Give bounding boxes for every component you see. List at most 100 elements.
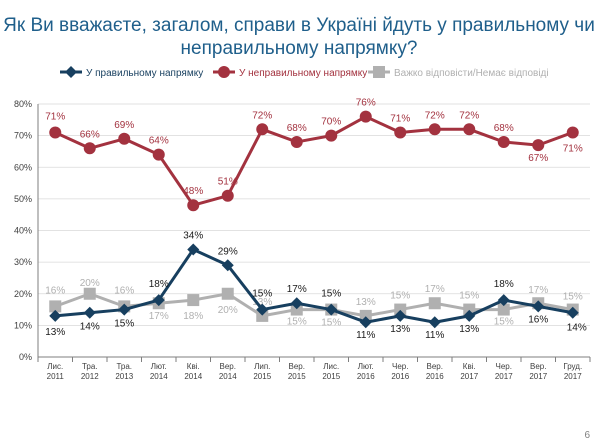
x-tick-label: Лют. — [358, 362, 374, 371]
x-tick-label: 2015 — [288, 372, 306, 381]
y-tick-label: 80% — [14, 99, 32, 109]
data-point — [221, 287, 234, 300]
data-point — [566, 306, 579, 319]
data-label: 16% — [114, 285, 134, 296]
data-label: 17% — [149, 311, 169, 322]
data-point — [428, 297, 441, 310]
data-label: 66% — [80, 129, 100, 140]
x-tick-label: 2016 — [426, 372, 444, 381]
x-tick-label: 2017 — [495, 372, 513, 381]
data-point — [566, 126, 579, 139]
data-point — [463, 303, 476, 316]
data-point — [83, 142, 96, 155]
data-point — [532, 300, 545, 313]
y-tick-label: 50% — [14, 194, 32, 204]
data-label: 15% — [252, 289, 272, 300]
data-label: 13% — [45, 327, 65, 338]
data-point — [118, 303, 131, 316]
data-label: 72% — [252, 110, 272, 121]
data-label: 71% — [563, 143, 583, 154]
x-tick-label: Вер. — [427, 362, 443, 371]
data-label: 13% — [459, 324, 479, 335]
data-label: 15% — [321, 318, 341, 329]
data-label: 68% — [287, 123, 307, 134]
data-label: 18% — [183, 311, 203, 322]
x-tick-label: Вер. — [289, 362, 305, 371]
data-label: 13% — [252, 297, 272, 308]
y-tick-label: 40% — [14, 226, 32, 236]
data-point — [49, 126, 62, 139]
legend-label: У правильному напрямку — [86, 68, 203, 79]
x-tick-label: 2016 — [357, 372, 375, 381]
x-tick-label: Кві. — [463, 362, 476, 371]
y-tick-label: 10% — [14, 320, 32, 330]
data-label: 48% — [183, 186, 203, 197]
data-label: 15% — [459, 291, 479, 302]
data-point — [83, 306, 96, 319]
y-tick-label: 30% — [14, 257, 32, 267]
data-label: 69% — [114, 120, 134, 131]
data-label: 71% — [390, 113, 410, 124]
data-point — [152, 148, 165, 161]
data-label: 29% — [218, 246, 238, 257]
data-label: 64% — [149, 136, 169, 147]
data-point — [118, 132, 131, 145]
data-point — [497, 135, 510, 148]
legend-label: У неправильному напрямку — [239, 68, 367, 79]
data-label: 15% — [287, 317, 307, 328]
data-label: 20% — [218, 305, 238, 316]
data-point — [256, 309, 269, 322]
x-tick-label: Лют. — [151, 362, 167, 371]
data-label: 11% — [425, 330, 444, 341]
x-tick-label: Лис. — [323, 362, 339, 371]
data-point — [83, 287, 96, 300]
data-point — [394, 309, 407, 322]
data-point — [49, 300, 62, 313]
legend-marker — [373, 66, 385, 78]
data-point — [463, 123, 476, 136]
data-label: 13% — [390, 324, 410, 335]
legend-marker — [218, 66, 230, 78]
data-label: 72% — [425, 110, 445, 121]
data-point — [256, 303, 269, 316]
page-number: 6 — [584, 430, 590, 441]
data-point — [359, 309, 372, 322]
x-tick-label: 2013 — [115, 372, 133, 381]
data-label: 15% — [114, 319, 134, 330]
data-label: 17% — [425, 284, 445, 295]
data-point — [187, 243, 200, 256]
data-label: 11% — [356, 330, 375, 341]
x-tick-label: 2017 — [529, 372, 547, 381]
data-label: 18% — [494, 279, 514, 290]
data-point — [290, 135, 303, 148]
data-point — [428, 316, 441, 329]
x-tick-label: 2012 — [81, 372, 99, 381]
data-label: 15% — [390, 291, 410, 302]
data-label: 15% — [494, 317, 514, 328]
x-tick-label: 2014 — [219, 372, 237, 381]
data-point — [187, 199, 200, 212]
data-point — [497, 294, 510, 307]
x-tick-label: 2016 — [391, 372, 409, 381]
x-tick-label: Чер. — [392, 362, 408, 371]
x-tick-label: Тра. — [116, 362, 132, 371]
data-label: 16% — [45, 285, 65, 296]
data-point — [428, 123, 441, 136]
data-label: 15% — [321, 289, 341, 300]
data-point — [359, 316, 372, 329]
x-tick-label: Тра. — [82, 362, 98, 371]
data-label: 15% — [563, 292, 583, 303]
x-tick-label: Вер. — [530, 362, 546, 371]
data-label: 18% — [149, 279, 169, 290]
x-tick-label: Лип. — [254, 362, 270, 371]
series-line — [54, 115, 574, 207]
y-tick-label: 20% — [14, 289, 32, 299]
data-label: 70% — [321, 117, 341, 128]
data-label: 14% — [567, 323, 587, 334]
x-tick-label: Лис. — [47, 362, 63, 371]
data-point — [463, 309, 476, 322]
chart-title: Як Ви вважаєте, загалом, справи в Україн… — [3, 15, 595, 59]
y-tick-label: 0% — [19, 352, 32, 362]
x-tick-label: 2015 — [253, 372, 271, 381]
data-point — [359, 110, 372, 123]
